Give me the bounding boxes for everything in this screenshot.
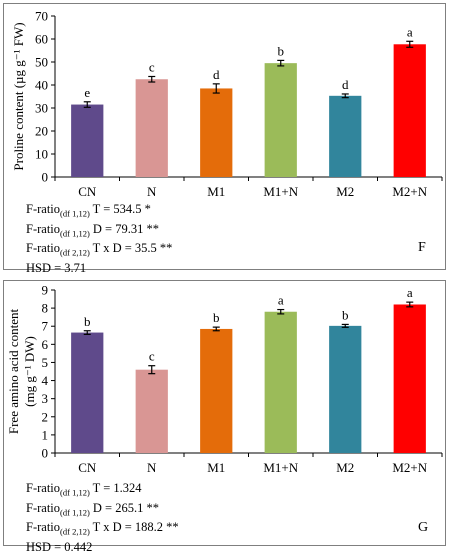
significance-letter: b xyxy=(84,314,91,329)
x-tick-label: M2 xyxy=(336,460,354,475)
stats-line: F-ratio(df 2,12) T x D = 35.5 ** xyxy=(26,241,173,258)
stats-block-g: F-ratio(df 1,12) T = 1.324 F-ratio(df 1,… xyxy=(26,481,179,555)
stats-line: F-ratio(df 1,12) T = 1.324 xyxy=(26,481,142,498)
y-axis-title-line-1: Free amino acid content xyxy=(6,308,21,434)
y-tick-label: 1 xyxy=(42,427,49,442)
significance-letter: a xyxy=(278,293,284,308)
bar xyxy=(264,311,297,453)
y-tick-label: 4 xyxy=(42,373,49,388)
x-tick-label: M2+N xyxy=(392,460,427,475)
significance-letter: b xyxy=(278,43,285,58)
bar xyxy=(135,79,168,177)
stats-line: F-ratio(df 1,12) T = 534.5 * xyxy=(26,202,151,219)
significance-letter: d xyxy=(213,67,220,82)
bar xyxy=(329,95,362,177)
y-tick-label: 9 xyxy=(42,283,49,298)
bar xyxy=(393,304,426,453)
stats-line: HSD = 3.71 xyxy=(26,260,87,275)
y-axis-title-line-2: (mg g⁻¹ DW) xyxy=(22,336,37,407)
x-tick-label: M1 xyxy=(207,184,225,199)
bar xyxy=(200,328,233,453)
bar xyxy=(71,104,104,177)
bar xyxy=(71,332,104,453)
y-tick-label: 3 xyxy=(42,391,49,406)
stats-line: F-ratio(df 1,12) D = 265.1 ** xyxy=(26,500,159,518)
x-tick-label: N xyxy=(147,184,157,199)
stats-block-f: F-ratio(df 1,12) T = 534.5 * F-ratio(df … xyxy=(26,202,172,276)
stats-line: F-ratio(df 2,12) T x D = 188.2 ** xyxy=(26,520,179,537)
significance-letter: a xyxy=(407,285,413,300)
y-axis-title: Proline content (µg g⁻¹ FW) xyxy=(11,22,26,170)
x-tick-label: CN xyxy=(78,460,97,475)
x-tick-label: CN xyxy=(78,184,97,199)
significance-letter: b xyxy=(342,307,349,322)
y-tick-label: 0 xyxy=(42,170,49,185)
x-tick-label: M1+N xyxy=(263,460,298,475)
y-tick-label: 70 xyxy=(35,9,48,24)
y-tick-label: 10 xyxy=(35,147,48,162)
amino-acid-bar-chart: 0 1 2 3 4 5 6 7 8 9 b CN c Nb M1 a M1+N b M2 a M2+N Free amin… xyxy=(6,283,443,475)
panel-label-g: G xyxy=(418,520,429,535)
x-tick-label: M1+N xyxy=(263,184,298,199)
x-tick-label: M2 xyxy=(336,184,354,199)
stats-line: F-ratio(df 1,12) D = 79.31 ** xyxy=(26,221,159,239)
y-tick-label: 60 xyxy=(35,32,48,47)
y-tick-label: 30 xyxy=(35,101,48,116)
bar xyxy=(200,88,233,177)
x-tick-label: N xyxy=(147,460,157,475)
y-tick-label: 40 xyxy=(35,78,48,93)
significance-letter: a xyxy=(407,24,413,39)
significance-letter: c xyxy=(149,349,155,364)
bar xyxy=(135,369,168,453)
significance-letter: e xyxy=(84,85,90,100)
significance-letter: d xyxy=(342,77,349,92)
x-tick-label: M1 xyxy=(207,460,225,475)
bar xyxy=(264,63,297,177)
y-axis-title: Free amino acid content(mg g⁻¹ DW) xyxy=(6,308,37,434)
panel-label-f: F xyxy=(418,240,426,255)
x-tick-label: M2+N xyxy=(392,184,427,199)
proline-bar-chart: 0 10 20 30 40 50 60 70 e CN c Nd M1 b M1+N d M2 a M2+N Prol… xyxy=(11,9,443,199)
y-tick-label: 50 xyxy=(35,55,48,70)
stats-line: HSD = 0.442 xyxy=(26,539,93,554)
y-tick-label: 5 xyxy=(42,355,49,370)
y-tick-label: 7 xyxy=(42,319,49,334)
bar xyxy=(393,44,426,177)
y-tick-label: 2 xyxy=(42,409,49,424)
significance-letter: b xyxy=(213,310,220,325)
y-tick-label: 20 xyxy=(35,124,48,139)
y-tick-label: 0 xyxy=(42,446,49,461)
bar xyxy=(329,325,362,453)
significance-letter: c xyxy=(149,59,155,74)
y-tick-label: 8 xyxy=(42,301,49,316)
y-tick-label: 6 xyxy=(42,337,49,352)
